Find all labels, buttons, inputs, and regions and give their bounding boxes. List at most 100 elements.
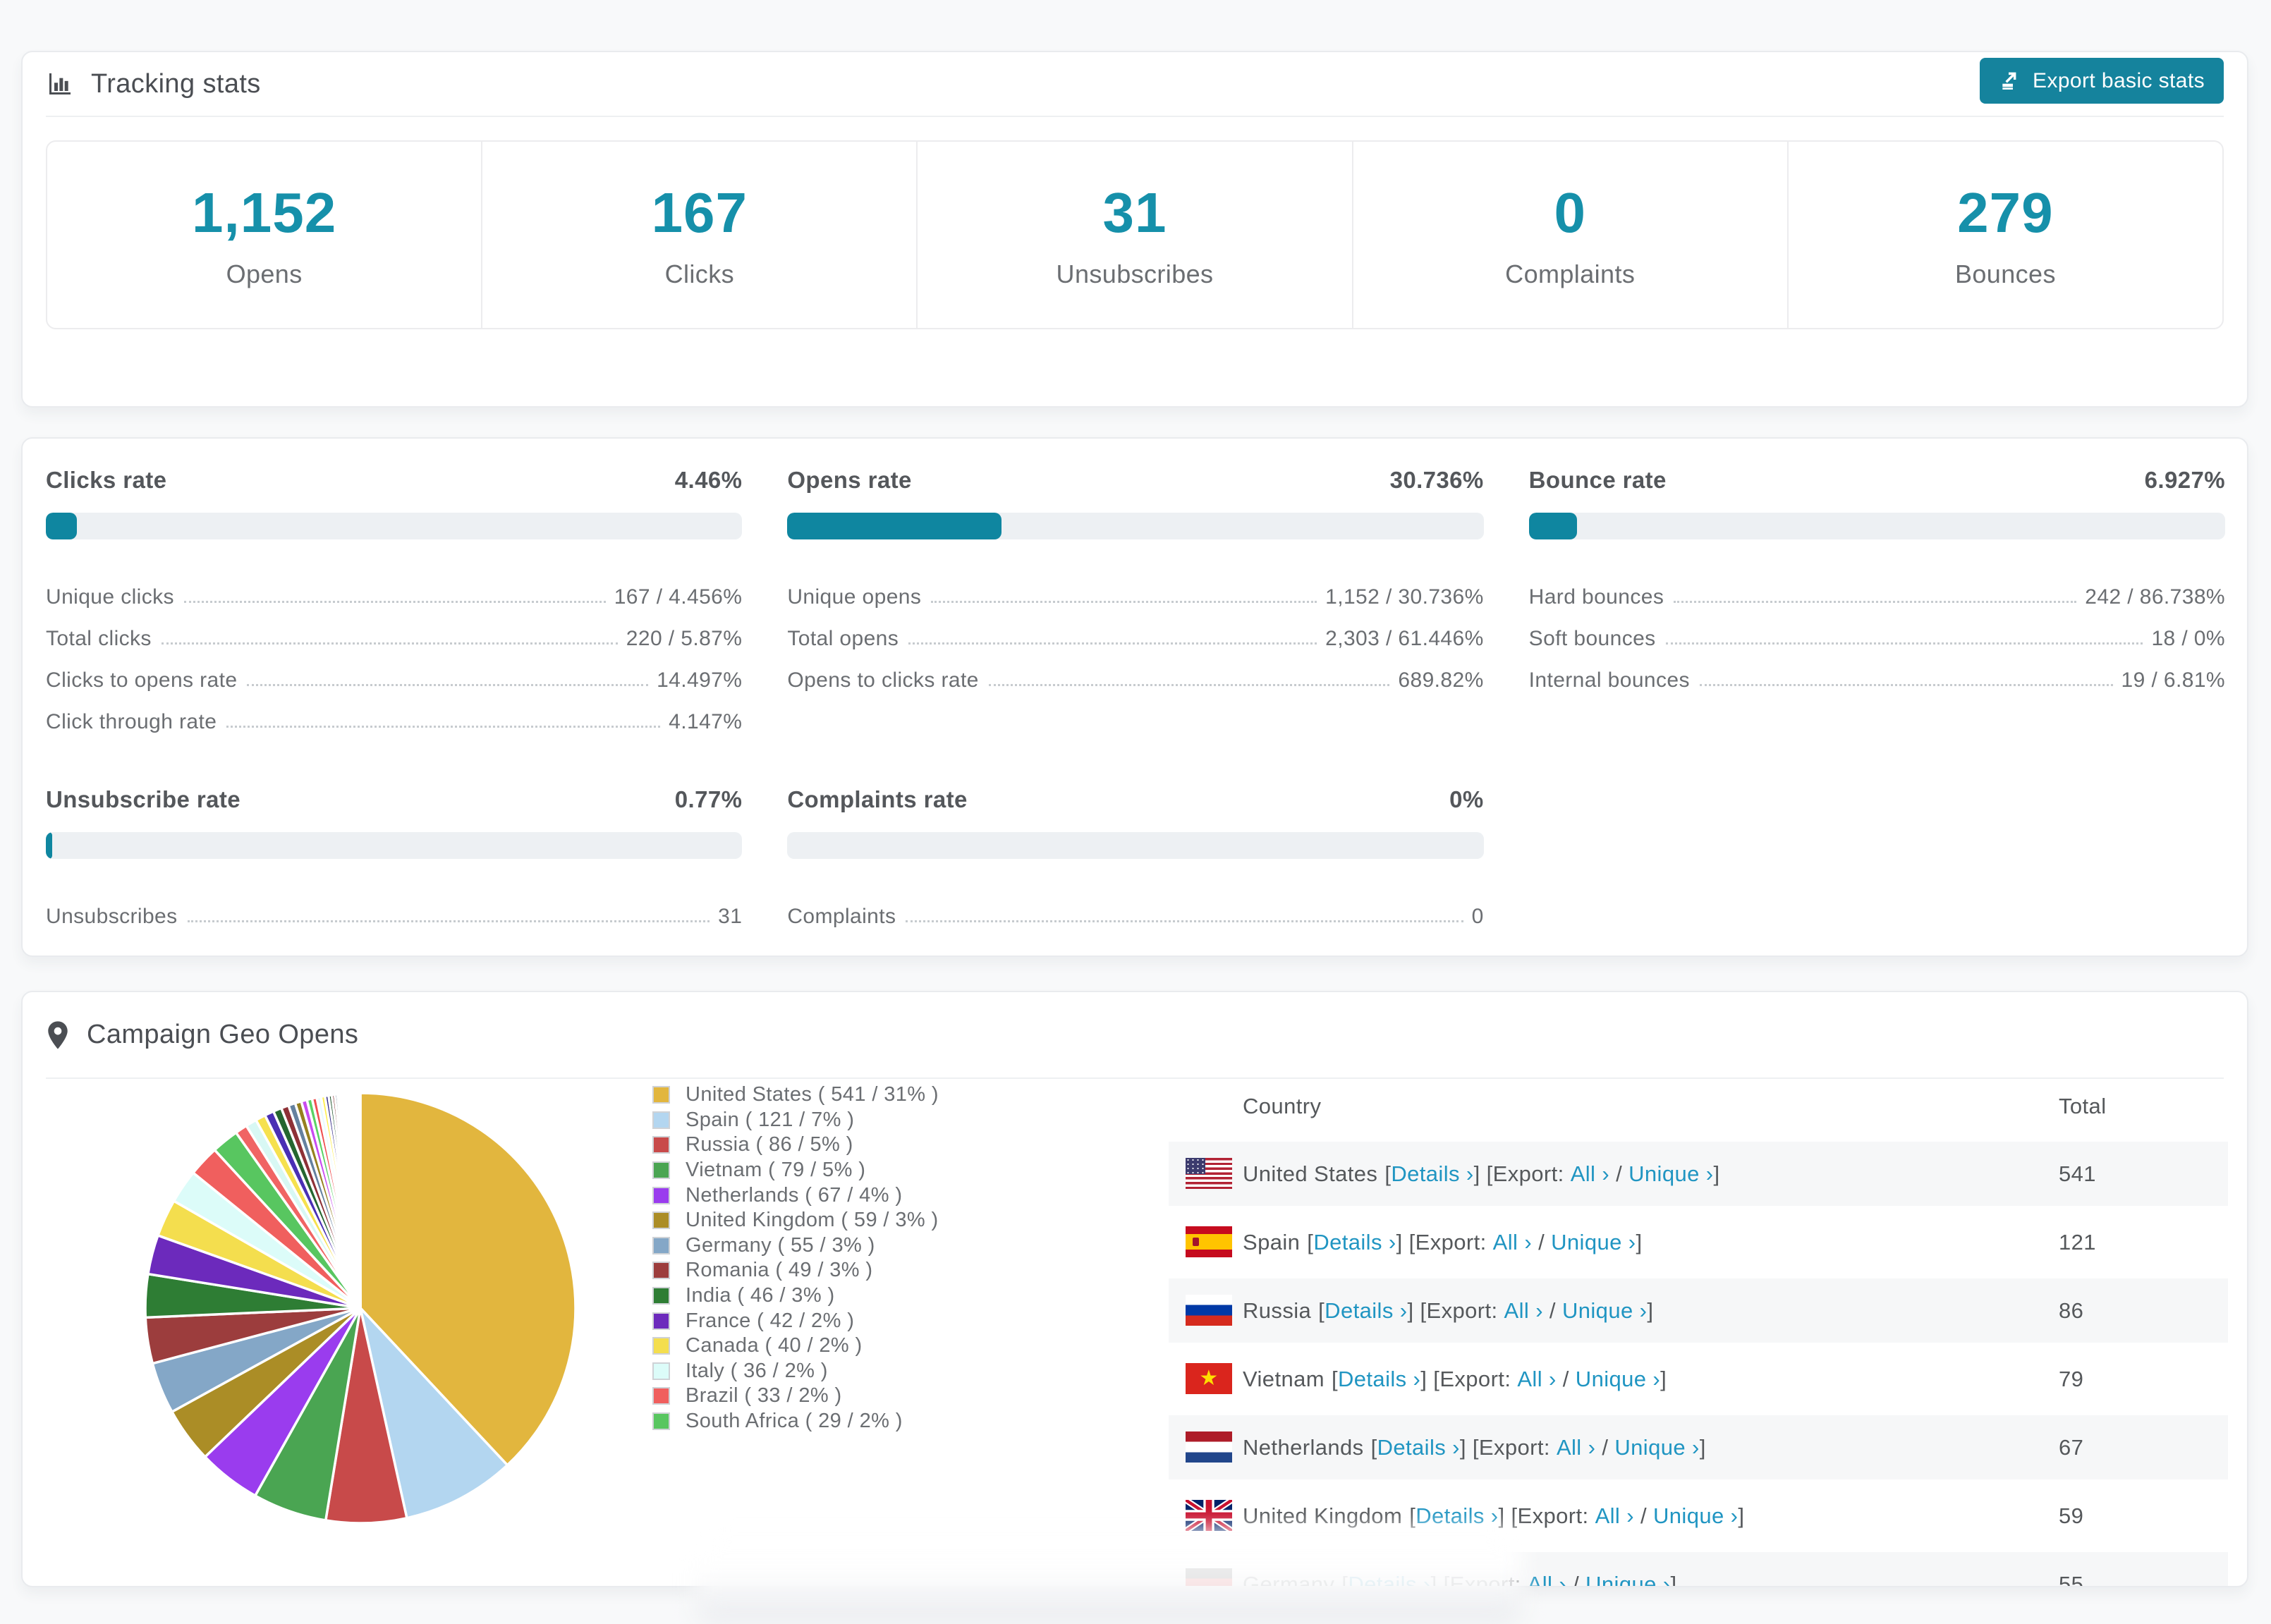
pie-slice[interactable] bbox=[359, 1092, 577, 1467]
stat-row: Hard bounces 242 / 86.738% bbox=[1528, 585, 2225, 609]
geo-opens-pie-chart[interactable] bbox=[142, 1089, 579, 1527]
legend-item-canada[interactable]: Canada ( 40 / 2% ) bbox=[652, 1333, 939, 1359]
export-unique-link[interactable]: Unique › bbox=[1585, 1571, 1671, 1587]
legend-item-brazil[interactable]: Brazil ( 33 / 2% ) bbox=[652, 1384, 939, 1409]
clicks-rate-block: Clicks rate 4.46% Unique clicks 167 / 4.4… bbox=[46, 467, 743, 734]
table-row: Russia[Details ›] [Export: All › / Uniqu… bbox=[1169, 1278, 2228, 1343]
complaints-label: Complaints bbox=[1505, 260, 1636, 288]
details-link[interactable]: Details › bbox=[1415, 1503, 1499, 1528]
geo-opens-table: Country Total United States[Details ›] [… bbox=[1169, 1071, 2228, 1587]
details-link[interactable]: Details › bbox=[1377, 1434, 1460, 1460]
legend-swatch bbox=[652, 1111, 670, 1129]
stat-row: Unsubscribes 31 bbox=[46, 905, 743, 928]
stat-row: Soft bounces 18 / 0% bbox=[1528, 627, 2225, 650]
opens-rate-block: Opens rate 30.736% Unique opens 1,152 / 3… bbox=[787, 467, 1484, 734]
details-link[interactable]: Details › bbox=[1325, 1298, 1408, 1323]
export-unique-link[interactable]: Unique › bbox=[1551, 1229, 1636, 1254]
legend-item-romania[interactable]: Romania ( 49 / 3% ) bbox=[652, 1258, 939, 1283]
total-value: 67 bbox=[2059, 1434, 2084, 1460]
unsubscribes-label: Unsubscribes bbox=[1056, 260, 1214, 288]
pie-slice[interactable] bbox=[359, 1307, 509, 1520]
legend-item-france[interactable]: France ( 42 / 2% ) bbox=[652, 1308, 939, 1333]
legend-swatch bbox=[652, 1186, 670, 1204]
clicks-count: 167 bbox=[651, 181, 748, 244]
export-all-link[interactable]: All › bbox=[1595, 1503, 1634, 1528]
flag-united-kingdom bbox=[1186, 1500, 1232, 1531]
opens-label: Opens bbox=[226, 260, 303, 288]
export-unique-link[interactable]: Unique › bbox=[1614, 1434, 1700, 1460]
stat-row: Internal bounces 19 / 6.81% bbox=[1528, 668, 2225, 692]
legend-item-italy[interactable]: Italy ( 36 / 2% ) bbox=[652, 1359, 939, 1384]
country-column-header: Country bbox=[1243, 1094, 1322, 1118]
export-unique-link[interactable]: Unique › bbox=[1628, 1161, 1714, 1186]
legend-swatch bbox=[652, 1262, 670, 1280]
export-all-link[interactable]: All › bbox=[1527, 1571, 1567, 1587]
legend-item-south-africa[interactable]: South Africa ( 29 / 2% ) bbox=[652, 1409, 939, 1434]
total-value: 79 bbox=[2059, 1366, 2084, 1391]
export-basic-stats-button[interactable]: Export basic stats bbox=[1980, 58, 2224, 104]
legend-swatch bbox=[652, 1337, 670, 1355]
map-pin-icon bbox=[46, 1020, 70, 1050]
export-unique-link[interactable]: Unique › bbox=[1561, 1298, 1648, 1323]
stat-row: Complaints 0 bbox=[787, 905, 1484, 928]
stat-row: Total opens 2,303 / 61.446% bbox=[787, 627, 1484, 650]
summary-unsubscribes: 31 Unsubscribes bbox=[916, 142, 1351, 328]
summary-clicks: 167 Clicks bbox=[481, 142, 916, 328]
table-row: Spain[Details ›] [Export: All › / Unique… bbox=[1169, 1210, 2228, 1274]
table-header: Country Total bbox=[1169, 1071, 2228, 1142]
legend-swatch bbox=[652, 1312, 670, 1330]
flag-netherlands bbox=[1186, 1431, 1232, 1463]
opens-rate-title: Opens rate bbox=[787, 467, 912, 493]
export-icon bbox=[1999, 70, 2021, 92]
bounce-rate-value: 6.927% bbox=[2144, 467, 2225, 493]
legend-item-netherlands[interactable]: Netherlands ( 67 / 4% ) bbox=[652, 1183, 939, 1208]
export-all-link[interactable]: All › bbox=[1570, 1161, 1610, 1186]
campaign-geo-opens-card: Campaign Geo Opens United States ( 541 /… bbox=[21, 991, 2248, 1587]
stat-row: Unique opens 1,152 / 30.736% bbox=[787, 585, 1484, 609]
flag-russia bbox=[1186, 1295, 1232, 1326]
bar-chart-icon bbox=[46, 70, 74, 98]
legend-swatch bbox=[652, 1211, 670, 1230]
export-all-link[interactable]: All › bbox=[1492, 1229, 1533, 1254]
clicks-rate-progressbar bbox=[46, 513, 743, 539]
bounce-rate-block: Bounce rate 6.927% Hard bounces 242 / 86.… bbox=[1528, 467, 2225, 734]
total-column-header: Total bbox=[2059, 1094, 2107, 1118]
legend-item-spain[interactable]: Spain ( 121 / 7% ) bbox=[652, 1108, 939, 1133]
table-row: United Kingdom[Details ›] [Export: All ›… bbox=[1169, 1484, 2228, 1548]
legend-item-united-states[interactable]: United States ( 541 / 31% ) bbox=[652, 1082, 939, 1108]
tracking-stats-card: Tracking stats Export basic stats 1,152 … bbox=[21, 51, 2248, 408]
details-link[interactable]: Details › bbox=[1337, 1366, 1421, 1391]
export-all-link[interactable]: All › bbox=[1504, 1298, 1543, 1323]
bounce-rate-progressbar bbox=[1528, 513, 2225, 539]
legend-item-russia[interactable]: Russia ( 86 / 5% ) bbox=[652, 1132, 939, 1158]
unsubscribe-rate-title: Unsubscribe rate bbox=[46, 786, 241, 812]
legend-item-india[interactable]: India ( 46 / 3% ) bbox=[652, 1283, 939, 1309]
legend-swatch bbox=[652, 1136, 670, 1154]
stat-row: Total clicks 220 / 5.87% bbox=[46, 627, 743, 650]
export-button-label: Export basic stats bbox=[2033, 68, 2205, 92]
unsubscribe-rate-block: Unsubscribe rate 0.77% Unsubscribes 31 bbox=[46, 786, 743, 929]
page-title: Tracking stats bbox=[91, 68, 261, 99]
flag-united-states bbox=[1186, 1158, 1232, 1189]
summary-bounces: 279 Bounces bbox=[1786, 142, 2222, 328]
details-link[interactable]: Details › bbox=[1313, 1229, 1396, 1254]
clicks-rate-title: Clicks rate bbox=[46, 467, 167, 493]
legend-swatch bbox=[652, 1161, 670, 1180]
complaints-rate-value: 0% bbox=[1449, 786, 1484, 812]
legend-item-vietnam[interactable]: Vietnam ( 79 / 5% ) bbox=[652, 1158, 939, 1183]
table-row: ★ Vietnam[Details ›] [Export: All › / Un… bbox=[1169, 1347, 2228, 1411]
export-unique-link[interactable]: Unique › bbox=[1575, 1366, 1661, 1391]
legend-item-germany[interactable]: Germany ( 55 / 3% ) bbox=[652, 1233, 939, 1259]
export-all-link[interactable]: All › bbox=[1517, 1366, 1557, 1391]
tracking-stats-header: Tracking stats Export basic stats bbox=[46, 52, 2224, 117]
geo-header: Campaign Geo Opens bbox=[46, 992, 2224, 1079]
legend-item-united-kingdom[interactable]: United Kingdom ( 59 / 3% ) bbox=[652, 1208, 939, 1233]
clicks-rate-value: 4.46% bbox=[674, 467, 743, 493]
summary-complaints: 0 Complaints bbox=[1351, 142, 1787, 328]
export-unique-link[interactable]: Unique › bbox=[1653, 1503, 1739, 1528]
details-link[interactable]: Details › bbox=[1391, 1161, 1474, 1186]
legend-swatch bbox=[652, 1412, 670, 1431]
bounce-rate-title: Bounce rate bbox=[1528, 467, 1667, 493]
export-all-link[interactable]: All › bbox=[1556, 1434, 1596, 1460]
complaints-count: 0 bbox=[1554, 181, 1586, 244]
